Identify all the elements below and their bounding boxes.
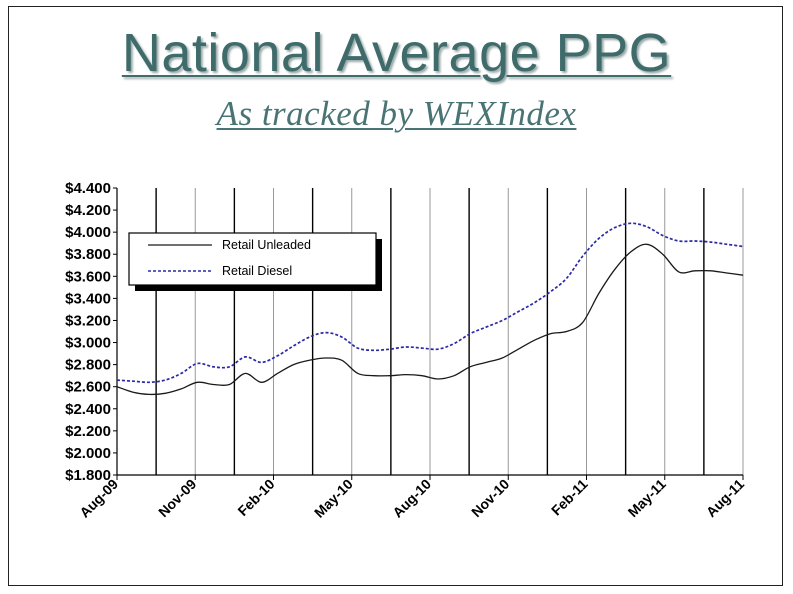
y-tick-label: $2.400 (65, 401, 111, 418)
legend-box (128, 232, 377, 286)
x-tick-label: Feb-11 (548, 476, 591, 519)
y-tick-label: $4.400 (65, 180, 111, 197)
y-tick-label: $3.600 (65, 268, 111, 285)
y-tick-label: $1.800 (65, 467, 111, 484)
chart-subtitle: As tracked by WEXIndex (216, 94, 577, 133)
x-tick-label: Nov-10 (468, 476, 512, 520)
legend-label-diesel: Retail Diesel (222, 264, 292, 278)
y-axis-ticks: $1.800 $2.000 $2.200 $2.400 $2.600 $2.800 $3.0… (65, 180, 117, 484)
y-tick-label: $2.000 (65, 445, 111, 462)
y-tick-label: $2.800 (65, 357, 111, 374)
y-tick-label: $4.200 (65, 202, 111, 219)
y-tick-label: $2.600 (65, 379, 111, 396)
y-tick-label: $2.200 (65, 423, 111, 440)
slide-frame (8, 6, 783, 586)
x-tick-label: Nov-09 (155, 476, 199, 520)
y-tick-label: $3.000 (65, 335, 111, 352)
y-tick-label: $3.200 (65, 312, 111, 329)
legend: Retail Unleaded Retail Diesel (128, 232, 382, 291)
chart-title: National Average PPG (121, 23, 672, 83)
series-line-diesel (116, 222, 744, 384)
x-axis-ticks: Aug-09 Nov-09 Feb-10 May-10 Aug-10 Nov-10 Feb-… (76, 475, 747, 521)
y-tick-label: $3.800 (65, 246, 111, 263)
y-tick-label: $4.000 (65, 224, 111, 241)
x-tick-label: Aug-10 (389, 476, 434, 521)
x-tick-label: Aug-11 (703, 476, 747, 520)
x-tick-label: May-11 (625, 476, 669, 520)
series-line-unleaded (116, 243, 744, 396)
y-tick-label: $3.400 (65, 290, 111, 307)
series-lines (116, 222, 744, 396)
legend-label-unleaded: Retail Unleaded (222, 238, 311, 252)
x-tick-label: Feb-10 (234, 476, 277, 519)
x-tick-label: May-10 (311, 476, 356, 521)
vertical-gridlines (116, 188, 744, 475)
